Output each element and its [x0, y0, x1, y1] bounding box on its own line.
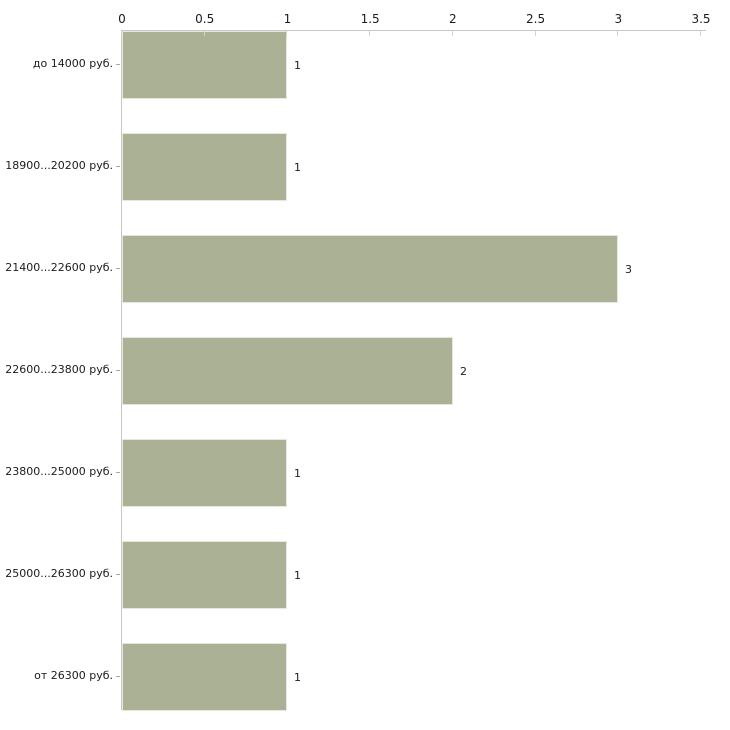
x-axis-tick-label: 0 [118, 12, 126, 26]
x-axis-tick [286, 31, 287, 36]
category-label: до 14000 руб. [32, 57, 113, 70]
bar [122, 643, 287, 711]
x-axis-tick-label: 2.5 [526, 12, 546, 26]
y-axis-tick [116, 268, 120, 269]
category-label: от 26300 руб. [34, 669, 113, 682]
bar [122, 31, 287, 99]
x-axis-tick-label: 1 [283, 12, 292, 26]
y-axis-line [121, 30, 122, 710]
y-axis-tick [116, 370, 120, 371]
x-axis-tick [452, 31, 453, 36]
bar [122, 541, 287, 609]
x-axis-tick-label: 3 [614, 12, 623, 26]
y-axis-tick [116, 472, 120, 473]
category-label: 18900...20200 руб. [5, 159, 113, 172]
bar [122, 133, 287, 201]
y-axis-tick [116, 64, 120, 65]
category-label: 21400...22600 руб. [5, 261, 113, 274]
bar-value-label: 1 [294, 59, 301, 72]
bar-value-label: 2 [460, 365, 467, 378]
y-axis-tick [116, 676, 120, 677]
x-axis-tick [535, 31, 536, 36]
x-axis-tick [121, 31, 122, 36]
x-axis-tick [204, 31, 205, 36]
x-axis-line [121, 30, 706, 31]
bar-value-label: 1 [294, 161, 301, 174]
x-axis-tick [369, 31, 370, 36]
category-label: 23800...25000 руб. [5, 465, 113, 478]
bar-value-label: 1 [294, 569, 301, 582]
bar-value-label: 1 [294, 671, 301, 684]
category-label: 22600...23800 руб. [5, 363, 113, 376]
bar-value-label: 3 [625, 263, 632, 276]
bar [122, 337, 453, 405]
x-axis-tick [700, 31, 701, 36]
x-axis-tick-label: 3.5 [691, 12, 711, 26]
x-axis-tick-label: 2 [449, 12, 457, 26]
y-axis-tick [116, 574, 120, 575]
bar-value-label: 1 [294, 467, 301, 480]
x-axis-tick-label: 0.5 [195, 12, 215, 26]
category-label: 25000...26300 руб. [5, 567, 113, 580]
bar [122, 439, 287, 507]
x-axis-tick-label: 1.5 [360, 12, 380, 26]
x-axis-tick [617, 31, 618, 36]
bar [122, 235, 618, 303]
y-axis-tick [116, 166, 120, 167]
